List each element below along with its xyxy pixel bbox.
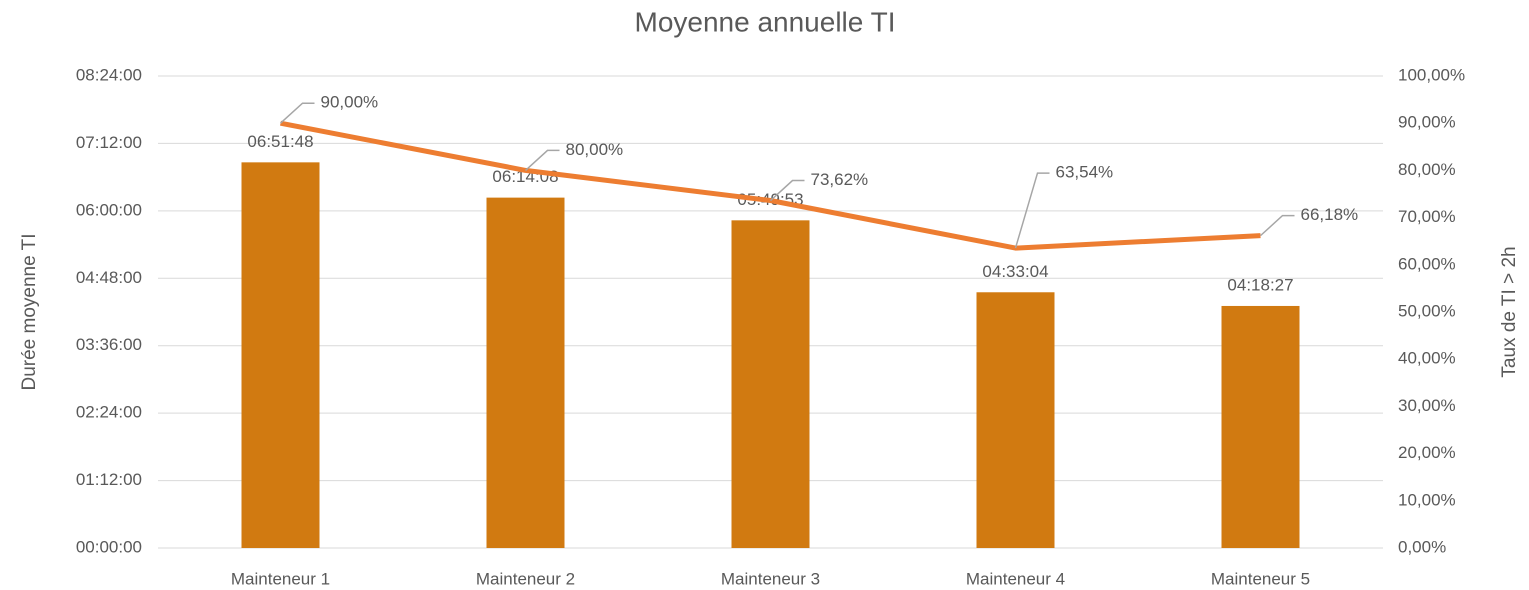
y2-axis-title: Taux de TI > 2h [1499, 246, 1520, 377]
y2-tick-label: 20,00% [1398, 443, 1456, 462]
y2-tick-label: 40,00% [1398, 349, 1456, 368]
line-value-label: 90,00% [321, 93, 379, 112]
x-tick-label: Mainteneur 4 [966, 569, 1065, 588]
bar [241, 162, 320, 548]
leader-line [1259, 214, 1295, 237]
bar [486, 197, 565, 549]
y2-tick-label: 10,00% [1398, 490, 1456, 509]
x-tick-label: Mainteneur 1 [231, 569, 330, 588]
bar [976, 292, 1055, 548]
chart-title: Moyenne annuelle TI [635, 6, 896, 37]
line-value-label: 63,54% [1056, 163, 1114, 182]
y-tick-label: 06:00:00 [76, 200, 142, 219]
y-tick-label: 02:24:00 [76, 403, 142, 422]
y2-tick-label: 50,00% [1398, 301, 1456, 320]
y2-tick-label: 90,00% [1398, 113, 1456, 132]
line-value-label: 66,18% [1301, 205, 1359, 224]
y2-tick-label: 30,00% [1398, 396, 1456, 415]
y-tick-label: 01:12:00 [76, 470, 142, 489]
bar-value-label: 06:51:48 [247, 132, 313, 151]
leader-line [524, 149, 560, 171]
x-tick-label: Mainteneur 2 [476, 569, 575, 588]
y2-tick-label: 60,00% [1398, 254, 1456, 273]
line-value-label: 73,62% [811, 170, 869, 189]
y2-tick-label: 0,00% [1398, 537, 1446, 556]
y2-tick-label: 80,00% [1398, 160, 1456, 179]
y-tick-label: 08:24:00 [76, 65, 142, 84]
x-tick-label: Mainteneur 5 [1211, 569, 1310, 588]
y-axis-title: Durée moyenne TI [19, 233, 40, 390]
x-tick-label: Mainteneur 3 [721, 569, 820, 588]
y2-tick-label: 70,00% [1398, 207, 1456, 226]
bar [1221, 305, 1300, 548]
bar-value-label: 04:18:27 [1227, 275, 1293, 294]
bar-value-label: 04:33:04 [982, 262, 1048, 281]
leader-line [279, 102, 315, 124]
line-value-label: 80,00% [566, 140, 624, 159]
leader-line [1014, 172, 1050, 249]
y-tick-label: 03:36:00 [76, 335, 142, 354]
y2-tick-label: 100,00% [1398, 65, 1465, 84]
y-tick-label: 04:48:00 [76, 268, 142, 287]
y-tick-label: 07:12:00 [76, 133, 142, 152]
leader-line [769, 179, 805, 202]
y-tick-label: 00:00:00 [76, 537, 142, 556]
bar [731, 220, 810, 548]
